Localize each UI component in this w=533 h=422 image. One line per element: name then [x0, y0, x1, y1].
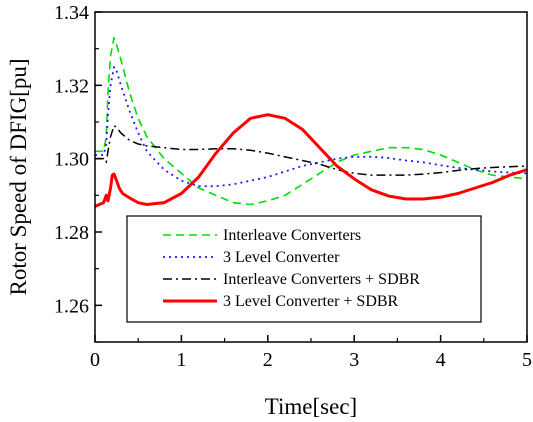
y-axis-title: Rotor Speed of DFIG[pu] [6, 59, 31, 296]
y-tick-label: 1.28 [54, 222, 89, 244]
legend: Interleave Converters 3 Level Converter In… [126, 215, 482, 323]
legend-label-1: Interleave Converters [223, 227, 361, 244]
series-line-1 [95, 36, 528, 206]
x-tick-label: 5 [522, 349, 532, 371]
x-tick-label: 2 [263, 349, 273, 371]
y-axis: 1.26 1.28 1.30 1.32 1.34 [54, 2, 102, 343]
x-tick-label: 0 [90, 349, 100, 371]
x-tick-label: 1 [176, 349, 186, 371]
y-tick-label: 1.30 [54, 149, 89, 171]
y-tick-label: 1.26 [54, 295, 89, 317]
x-axis-title: Time[sec] [265, 394, 357, 419]
series-line-4 [94, 113, 528, 208]
y-tick-label: 1.34 [54, 2, 89, 24]
series-group [94, 36, 528, 208]
legend-label-2: 3 Level Converter [223, 249, 340, 266]
y-tick-label: 1.32 [54, 75, 89, 97]
series-line-3 [95, 124, 528, 176]
x-axis: 0 1 2 3 4 5 [90, 335, 532, 371]
legend-box [126, 215, 482, 323]
x-tick-label: 4 [436, 349, 446, 371]
legend-label-4: 3 Level Converter + SDBR [223, 293, 399, 310]
x-tick-label: 3 [349, 349, 359, 371]
legend-label-3: Interleave Converters + SDBR [223, 271, 420, 288]
series-line-2 [95, 66, 528, 188]
